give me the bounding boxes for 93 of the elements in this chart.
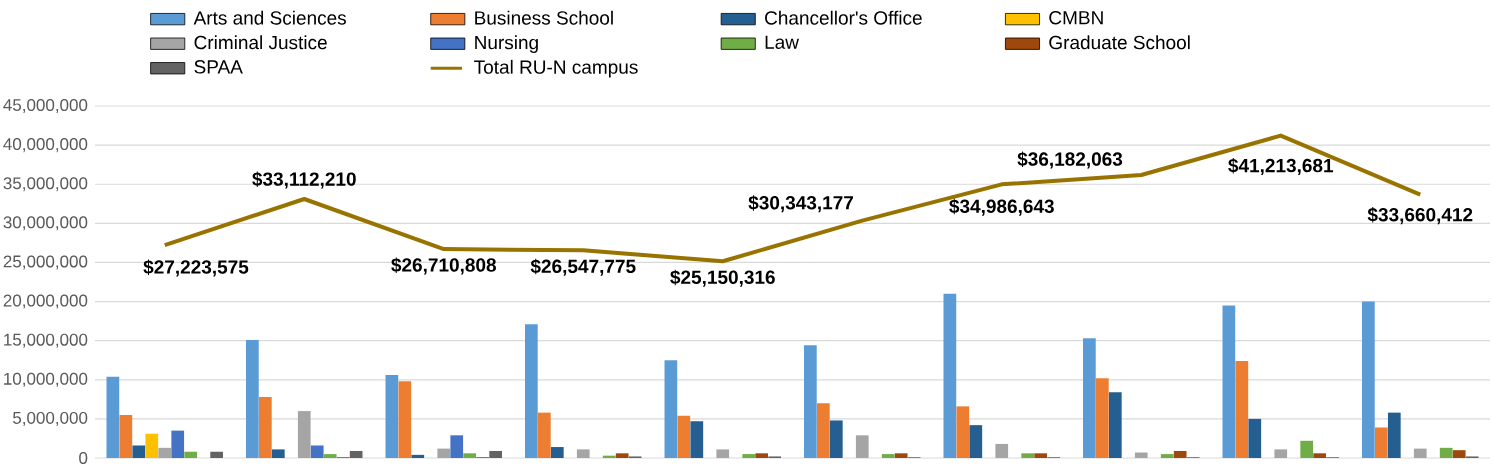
bar [677,415,691,458]
data-label: $33,660,412 [1367,207,1473,225]
y-tick-label: 0 [79,451,88,465]
bar [145,433,159,458]
bar [385,375,399,458]
legend-label: Arts and Sciences [193,10,346,25]
data-label: $33,112,210 [252,171,356,189]
bar [210,451,224,458]
legend-label: Graduate School [1049,35,1190,50]
bar [1413,448,1427,458]
bar [956,406,970,458]
bar [1222,305,1236,458]
data-label: $41,213,681 [1228,158,1334,176]
data-label: $26,710,808 [391,257,496,275]
y-tick-label: 30,000,000 [3,216,88,231]
bar [969,425,983,458]
bar [463,453,477,458]
bar [1095,378,1109,458]
legend-label: Business School [475,10,613,25]
y-tick-label: 20,000,000 [3,294,88,309]
bar [537,412,551,458]
bar [1034,453,1048,458]
bar [881,454,895,458]
bar [716,449,730,458]
bar [829,420,843,458]
legend-label: Criminal Justice [194,35,327,50]
data-label: $36,182,063 [1017,151,1123,169]
y-tick-label: 15,000,000 [4,333,88,348]
bar [1439,447,1453,458]
data-label: $30,343,177 [748,195,853,213]
bar [1300,440,1314,458]
bar [323,454,337,458]
bar [184,451,198,458]
bar [755,453,769,458]
bar [576,449,590,458]
bar [271,449,285,458]
bar [1374,427,1388,458]
bar [1313,453,1327,458]
bar [525,324,538,458]
bar [450,435,464,458]
data-label: $27,223,575 [143,259,249,277]
bar [804,345,817,458]
bar [437,448,451,458]
bar [894,453,908,458]
bar [816,403,830,458]
bar [119,414,133,458]
y-tick-label: 35,000,000 [3,177,88,192]
y-tick-label: 40,000,000 [3,138,88,153]
y-tick-label: 5,000,000 [13,411,88,426]
bar [411,454,425,458]
y-tick-label: 25,000,000 [3,255,88,270]
bar [690,421,704,458]
data-label: $25,150,316 [670,269,775,287]
bar [664,360,678,458]
data-label: $34,986,643 [949,198,1054,216]
bar [132,445,146,458]
bar [1362,301,1375,458]
legend-label: Total RU-N campus [474,59,638,78]
y-tick-label: 10,000,000 [4,372,88,387]
bar [550,447,564,458]
bar [489,450,502,458]
bar [297,411,311,458]
bar [1274,449,1288,458]
bar [1134,452,1148,458]
legend-label: Chancellor's Office [765,10,922,25]
legend-label: CMBN [1049,10,1103,25]
bar [398,381,412,458]
bar [855,435,869,458]
bar [258,396,272,458]
bar [1160,454,1174,458]
y-tick-label: 45,000,000 [3,99,88,114]
bar [158,447,172,458]
bar [1173,450,1187,458]
bar [1021,453,1035,458]
bar [1108,392,1122,458]
bar [943,293,957,458]
bar [349,450,363,458]
bar [1235,361,1249,458]
legend-label: SPAA [194,60,243,74]
bar [1387,412,1401,458]
bar [1083,338,1096,458]
bar [1248,418,1262,458]
bar [310,445,324,458]
legend-label: Law [765,35,799,49]
bar [246,339,259,458]
data-label: $26,547,775 [530,258,636,276]
bar [1452,450,1466,458]
bar [615,453,629,458]
bar [995,443,1009,458]
bar [171,430,185,458]
bar [106,376,120,458]
bar [742,454,756,458]
legend-label: Nursing [475,35,538,54]
